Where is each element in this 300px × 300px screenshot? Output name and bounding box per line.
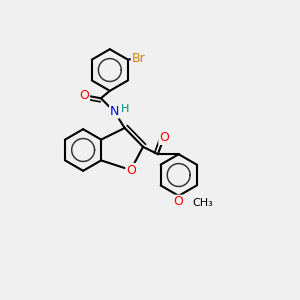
Text: O: O [80, 89, 89, 102]
Text: Br: Br [131, 52, 145, 64]
Text: O: O [159, 131, 169, 144]
Text: H: H [121, 104, 129, 114]
Text: N: N [110, 105, 119, 118]
Text: O: O [126, 164, 136, 176]
Text: O: O [174, 195, 184, 208]
Text: CH₃: CH₃ [192, 198, 213, 208]
